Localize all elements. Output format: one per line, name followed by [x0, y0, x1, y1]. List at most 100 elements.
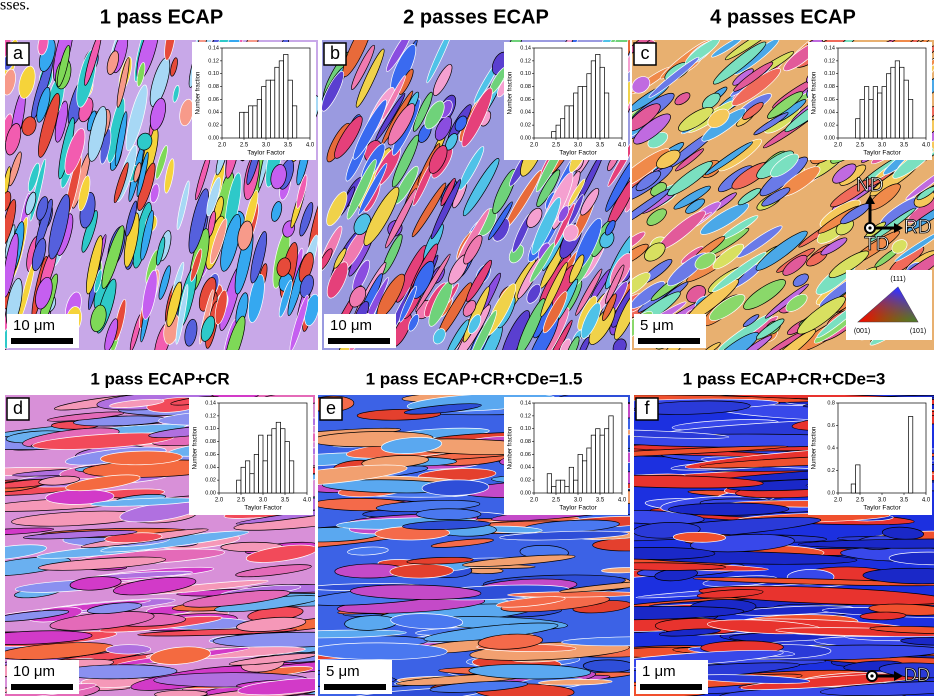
- x-tick-label: 2.5: [552, 143, 561, 149]
- pole-101: (101): [910, 328, 926, 335]
- grain: [106, 644, 151, 654]
- x-tick-label: 4.0: [922, 143, 931, 149]
- x-tick-label: 2.0: [218, 143, 227, 149]
- scale-bar-label: 1 μm: [642, 663, 676, 680]
- histogram-bar: [292, 106, 296, 138]
- x-tick-label: 2.0: [215, 498, 224, 504]
- y-tick-label: 0.02: [205, 478, 216, 484]
- histogram-bar: [895, 61, 899, 138]
- histogram-bar: [856, 119, 860, 138]
- y-tick-label: 0.00: [208, 135, 219, 141]
- x-tick-label: 3.0: [574, 143, 583, 149]
- x-tick-label: 2.5: [856, 498, 865, 504]
- y-tick-label: 0.10: [824, 71, 835, 77]
- histogram-bar: [596, 54, 600, 138]
- td-dot: [868, 226, 871, 229]
- y-axis-label: Number fraction: [193, 427, 199, 470]
- x-tick-label: 3.5: [284, 143, 293, 149]
- scale-bar: [640, 684, 702, 690]
- panel-letter: b: [330, 43, 340, 63]
- y-axis-label: Number fraction: [508, 427, 514, 470]
- y-tick-label: 0.00: [824, 135, 835, 141]
- x-tick-label: 2.0: [530, 498, 539, 504]
- histogram-bar: [587, 448, 591, 493]
- y-tick-label: 0.00: [205, 490, 216, 496]
- histogram-bar: [873, 87, 877, 138]
- x-tick-label: 3.0: [262, 143, 271, 149]
- y-axis-label: Number fraction: [812, 427, 818, 470]
- y-tick-label: 0.04: [824, 110, 835, 116]
- histogram-bar: [266, 80, 270, 138]
- y-tick-label: 0.14: [205, 400, 216, 406]
- histogram-bar: [272, 429, 276, 493]
- grain: [668, 503, 788, 516]
- histogram-bar: [882, 87, 886, 138]
- x-tick-label: 4.0: [618, 498, 627, 504]
- panel-title: 1 pass ECAP+CR+CDe=3: [683, 369, 886, 388]
- scale-bar-label: 10 μm: [13, 317, 55, 334]
- y-tick-label: 0.4: [827, 445, 835, 451]
- x-tick-label: 3.0: [878, 143, 887, 149]
- y-tick-label: 0.06: [205, 452, 216, 458]
- histogram-bar: [240, 112, 244, 138]
- direction-rd: RD: [904, 217, 931, 238]
- histogram-bar: [582, 87, 586, 138]
- scale-bar: [638, 338, 700, 344]
- histogram-bar: [856, 465, 860, 493]
- grain: [583, 660, 635, 673]
- panel-letter: c: [641, 43, 650, 63]
- histogram-bar: [259, 435, 263, 493]
- scale-bar: [324, 684, 386, 690]
- panel-letter: a: [13, 43, 24, 63]
- histogram-bar: [582, 461, 586, 493]
- figure: sses. 1 pass ECAPa10 μm2 passes ECAPb10 …: [0, 0, 934, 696]
- histogram-bar: [878, 93, 882, 138]
- y-tick-label: 0.02: [520, 478, 531, 484]
- x-tick-label: 4.0: [922, 498, 931, 504]
- y-tick-label: 0.14: [520, 400, 531, 406]
- histogram-bar: [891, 67, 895, 138]
- histogram-bar: [609, 416, 613, 493]
- y-tick-label: 0.12: [208, 58, 219, 64]
- y-tick-label: 0.12: [520, 58, 531, 64]
- histogram-bar: [604, 429, 608, 493]
- histogram-bar: [556, 125, 560, 138]
- y-tick-label: 0.6: [827, 423, 835, 429]
- y-tick-label: 0.02: [520, 123, 531, 129]
- y-tick-label: 0.10: [520, 426, 531, 432]
- y-axis-label: Number fraction: [196, 72, 202, 115]
- scale-bar: [328, 338, 390, 344]
- direction-td: TD: [864, 234, 889, 255]
- histogram-bar: [596, 429, 600, 493]
- histogram-bar: [253, 106, 257, 138]
- dd-dot: [870, 674, 873, 677]
- scale-bar-label: 5 μm: [326, 663, 360, 680]
- x-tick-label: 2.5: [237, 498, 246, 504]
- y-tick-label: 0.00: [520, 135, 531, 141]
- histogram-bar: [908, 417, 912, 494]
- histogram-bar: [257, 99, 261, 138]
- y-tick-label: 0.12: [205, 413, 216, 419]
- panel-title: 1 pass ECAP+CR: [90, 369, 229, 388]
- histogram-bar: [267, 435, 271, 493]
- y-axis-label: Number fraction: [812, 72, 818, 115]
- x-tick-label: 2.5: [552, 498, 561, 504]
- x-axis-label: Taylor Factor: [863, 505, 901, 512]
- x-tick-label: 3.0: [574, 498, 583, 504]
- panel-title: 1 pass ECAP+CR+CDe=1.5: [366, 369, 583, 388]
- x-tick-label: 2.5: [240, 143, 249, 149]
- histogram-bar: [275, 67, 279, 138]
- y-tick-label: 0.04: [205, 465, 216, 471]
- x-tick-label: 3.5: [900, 498, 909, 504]
- y-tick-label: 0.0: [827, 490, 835, 496]
- scale-bar-label: 5 μm: [640, 317, 674, 334]
- y-tick-label: 0.08: [520, 439, 531, 445]
- direction-dd: DD: [904, 665, 930, 685]
- x-tick-label: 2.0: [834, 143, 843, 149]
- y-tick-label: 0.00: [520, 490, 531, 496]
- histogram-bar: [869, 99, 873, 138]
- x-axis-label: Taylor Factor: [863, 150, 901, 157]
- x-tick-label: 2.0: [530, 143, 539, 149]
- grain: [310, 643, 447, 660]
- histogram-bar: [578, 87, 582, 138]
